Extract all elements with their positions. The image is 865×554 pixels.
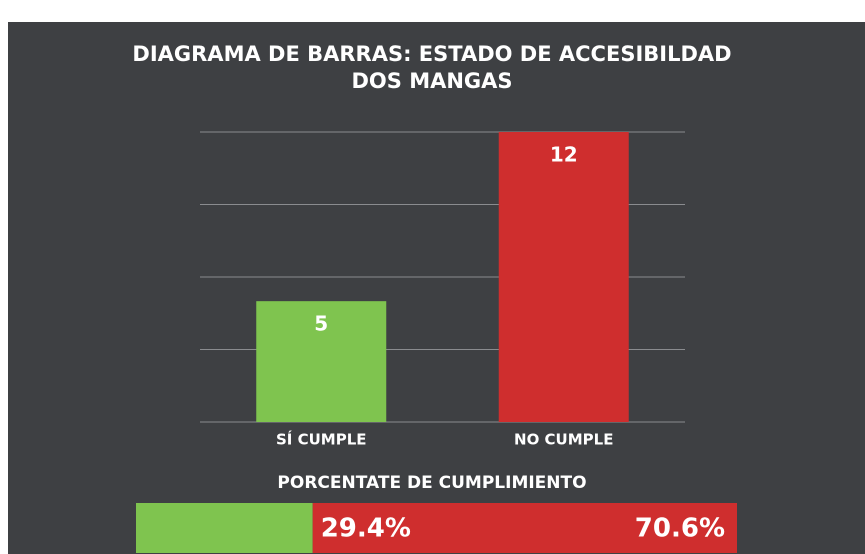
percent-segment (312, 503, 737, 553)
percent-segment (136, 503, 313, 553)
x-tick-label: SÍ CUMPLE (276, 430, 367, 449)
bar (256, 301, 387, 422)
chart-title: DIAGRAMA DE BARRAS: ESTADO DE ACCESIBILD… (132, 42, 731, 66)
percent-title: PORCENTATE DE CUMPLIMIENTO (277, 473, 586, 493)
value-label: 5 (314, 312, 328, 336)
bar (498, 132, 629, 422)
percent-label: 70.6% (635, 514, 725, 544)
chart-title: DOS MANGAS (351, 69, 512, 93)
background (8, 22, 865, 554)
percent-label: 29.4% (321, 514, 411, 544)
value-label: 12 (550, 143, 578, 167)
x-tick-label: NO CUMPLE (514, 431, 613, 449)
